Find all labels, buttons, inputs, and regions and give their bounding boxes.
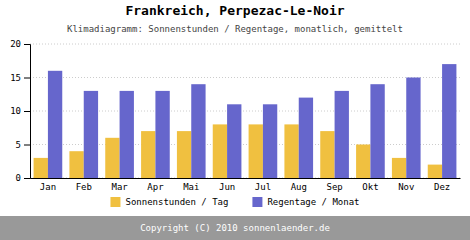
tick-mark (24, 111, 30, 112)
tick: Aug (291, 178, 307, 192)
bar (356, 145, 370, 179)
tick: Sep (326, 178, 342, 192)
tick-label: Jan (40, 182, 56, 192)
annotation: Copyright (C) 2010 sonnenlaender.de (140, 223, 330, 233)
tick: Dez (434, 178, 450, 192)
tick: Nov (398, 178, 414, 192)
tick-mark (24, 44, 30, 45)
legend-swatch (110, 197, 120, 207)
bar (48, 71, 62, 178)
legend-item: Regentage / Monat (252, 197, 359, 207)
bar (335, 91, 349, 178)
footer: Copyright (C) 2010 sonnenlaender.de (0, 216, 470, 240)
axis-line (24, 45, 31, 179)
bar (84, 91, 98, 178)
tick: Okt (362, 178, 378, 192)
axis-line (31, 178, 461, 179)
tick: Jul (255, 178, 271, 192)
tick-label: Mai (183, 182, 199, 192)
bar (155, 91, 169, 178)
bar (406, 78, 420, 179)
tick: Jan (40, 178, 56, 192)
x-axis: Jan Feb Mar Apr Mai Jun Jul Aug Sep Okt Nov Dez (31, 178, 461, 192)
bar (370, 84, 384, 178)
tick-label: Aug (291, 182, 307, 192)
bar (141, 131, 155, 178)
bar (263, 104, 277, 178)
tick-label: 15 (10, 73, 21, 83)
bar (120, 91, 134, 178)
bar (392, 158, 406, 178)
grid-line (30, 44, 460, 45)
grid-line (30, 77, 460, 78)
footer-background (0, 216, 470, 240)
tick-label: Apr (147, 182, 164, 192)
tick-label: 10 (10, 106, 21, 116)
tick-label: Mar (111, 182, 128, 192)
y-axis: 0 5 10 15 20 (10, 39, 30, 183)
title: Frankreich, Perpezac-Le-Noir (125, 3, 344, 18)
bar (320, 131, 334, 178)
subtitle: Klimadiagramm: Sonnenstunden / Regentage… (67, 24, 403, 34)
bar (299, 98, 313, 178)
tick: Mar (111, 178, 128, 192)
bar (428, 165, 442, 178)
tick-label: Nov (398, 182, 414, 192)
tick-label: 5 (16, 140, 21, 150)
grid (30, 44, 460, 178)
plot: 0 5 10 15 20 Jan Feb Mar Apr Mai Jun Jul Aug Sep Okt No… (10, 39, 460, 192)
legend-item: Sonnenstunden / Tag (110, 197, 228, 207)
bar (105, 138, 119, 178)
legend: Sonnenstunden / Tag Regentage / Monat (110, 197, 359, 207)
tick-label: Sep (326, 182, 342, 192)
bar (34, 158, 48, 178)
legend-label: Sonnenstunden / Tag (125, 197, 228, 207)
tick: 5 (16, 140, 30, 150)
tick: 15 (10, 73, 30, 83)
bar (191, 84, 205, 178)
bar-series (48, 64, 457, 178)
chart: Frankreich, Perpezac-Le-Noir Klimadiagram… (0, 0, 470, 240)
legend-swatch (252, 197, 262, 207)
tick: Apr (147, 178, 164, 192)
tick: Jun (219, 178, 235, 192)
tick-label: Okt (362, 182, 378, 192)
tick: Feb (76, 178, 92, 192)
legend-label: Regentage / Monat (267, 197, 359, 207)
tick: 20 (10, 39, 30, 49)
tick: 10 (10, 106, 30, 116)
bar (177, 131, 191, 178)
bar (227, 104, 241, 178)
tick-mark (24, 178, 30, 179)
tick-mark (24, 145, 30, 146)
tick: 0 (16, 173, 30, 183)
bar (69, 151, 83, 178)
tick-label: Feb (76, 182, 92, 192)
bar (213, 124, 227, 178)
tick-label: 20 (10, 39, 21, 49)
tick-label: Jun (219, 182, 235, 192)
bar (249, 124, 263, 178)
bar (442, 64, 456, 178)
bar (284, 124, 298, 178)
tick-mark (24, 78, 30, 79)
bars (34, 64, 457, 178)
tick: Mai (183, 178, 199, 192)
tick-label: Dez (434, 182, 450, 192)
tick-label: Jul (255, 182, 271, 192)
tick-label: 0 (16, 173, 21, 183)
